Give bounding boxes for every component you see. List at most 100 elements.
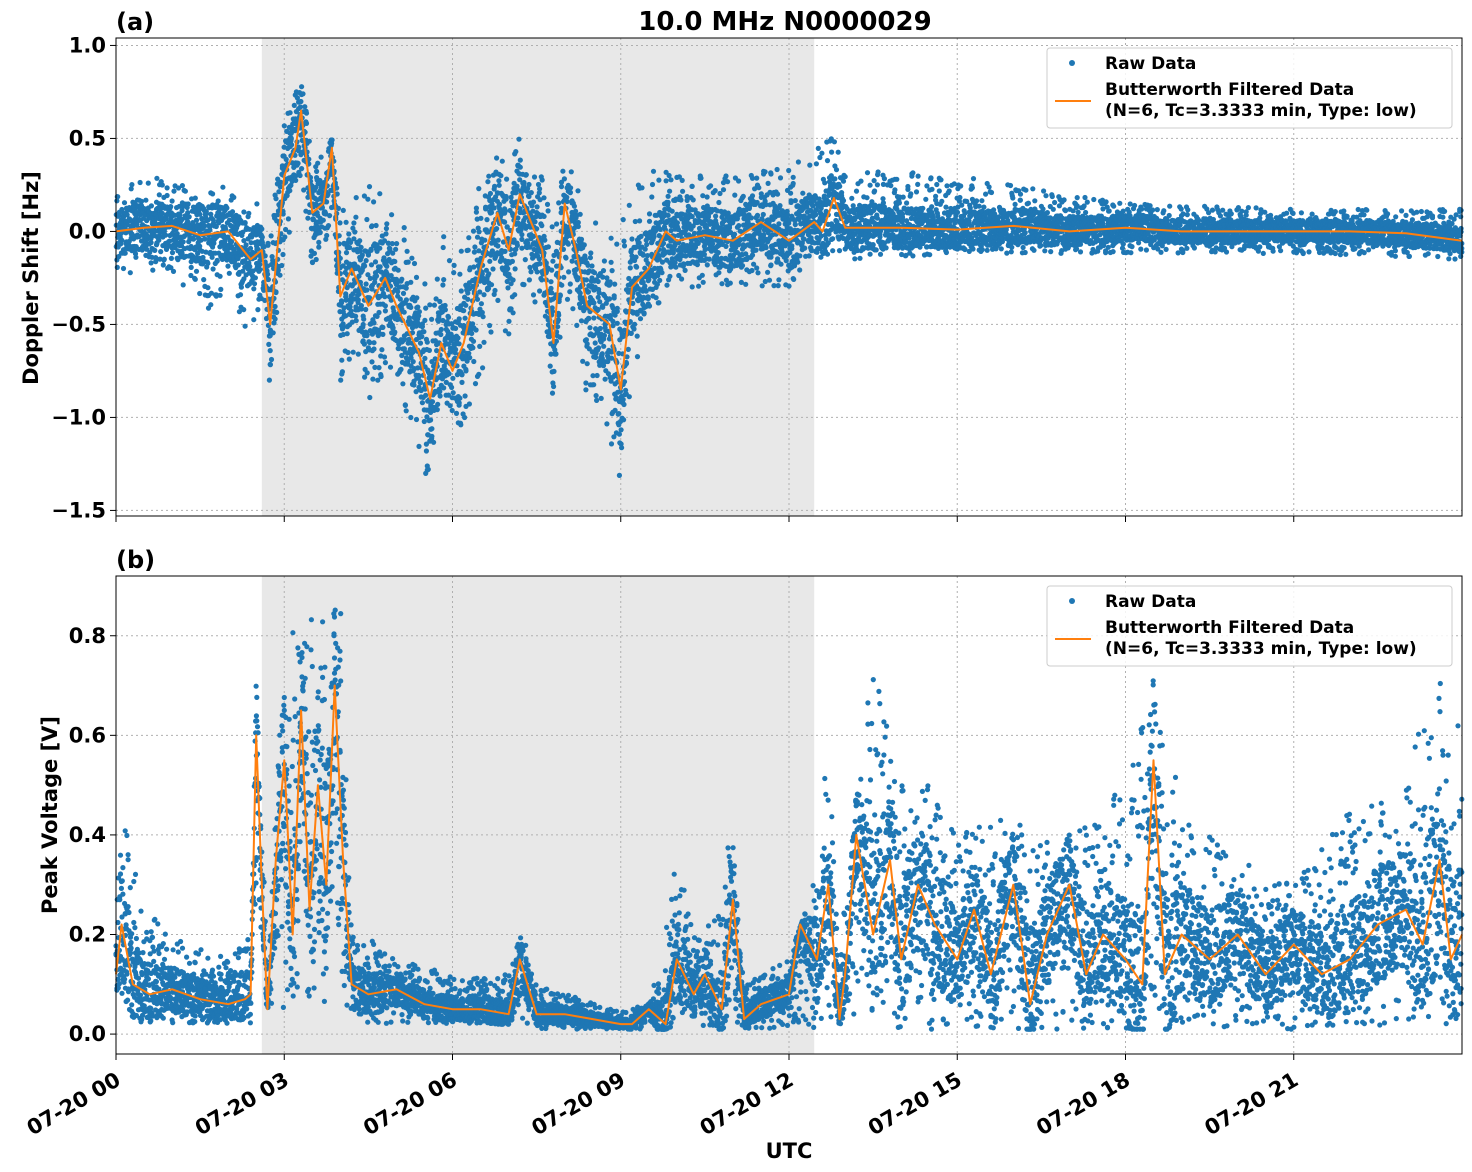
raw-point xyxy=(214,258,220,264)
raw-point xyxy=(592,340,598,346)
raw-point xyxy=(591,315,597,321)
raw-point xyxy=(371,320,377,326)
raw-point xyxy=(340,207,346,213)
raw-point xyxy=(528,190,534,196)
raw-point xyxy=(657,277,663,283)
raw-point xyxy=(669,208,675,214)
raw-point xyxy=(363,258,369,264)
raw-point xyxy=(403,297,409,303)
raw-point xyxy=(453,325,459,331)
raw-point xyxy=(754,265,760,271)
raw-point xyxy=(944,183,950,189)
raw-point xyxy=(564,296,571,302)
raw-point xyxy=(698,175,704,181)
raw-point xyxy=(351,220,357,226)
raw-point xyxy=(593,220,599,226)
raw-point xyxy=(600,268,607,274)
raw-point xyxy=(353,318,359,324)
raw-point xyxy=(573,266,580,272)
raw-point xyxy=(287,110,293,116)
raw-point xyxy=(431,439,437,445)
raw-point xyxy=(346,231,352,237)
raw-point xyxy=(502,208,508,214)
raw-point xyxy=(526,181,532,188)
raw-point xyxy=(517,157,523,163)
raw-point xyxy=(429,316,435,322)
raw-point xyxy=(819,150,825,156)
raw-point xyxy=(343,219,349,225)
raw-point xyxy=(790,180,796,187)
raw-point xyxy=(314,168,320,174)
raw-point xyxy=(357,238,363,244)
raw-point xyxy=(550,258,556,264)
raw-point xyxy=(900,194,906,200)
raw-point xyxy=(822,180,828,186)
raw-point xyxy=(877,234,883,240)
raw-point xyxy=(247,264,253,270)
raw-point xyxy=(440,282,446,288)
raw-point xyxy=(597,325,603,332)
raw-point xyxy=(602,376,608,382)
raw-point xyxy=(268,356,275,363)
raw-point xyxy=(458,248,464,254)
raw-point xyxy=(699,272,705,278)
raw-point xyxy=(696,283,702,289)
raw-point xyxy=(473,327,479,333)
raw-point xyxy=(156,192,162,198)
raw-point xyxy=(405,259,411,265)
raw-point xyxy=(528,269,534,275)
raw-point xyxy=(920,205,926,211)
raw-point xyxy=(373,273,380,279)
raw-point xyxy=(631,326,637,332)
raw-point xyxy=(570,306,576,312)
raw-point xyxy=(545,208,551,214)
raw-point xyxy=(481,339,487,345)
raw-point xyxy=(749,193,756,199)
raw-point xyxy=(437,393,443,399)
raw-point xyxy=(656,177,662,183)
raw-point xyxy=(815,145,821,151)
raw-point xyxy=(243,242,249,248)
raw-point xyxy=(517,164,523,170)
raw-point xyxy=(521,179,527,186)
raw-point xyxy=(466,350,472,356)
raw-point xyxy=(923,196,929,202)
raw-point xyxy=(427,302,433,308)
raw-point xyxy=(646,218,653,224)
raw-point xyxy=(303,110,310,116)
raw-point xyxy=(673,264,679,270)
raw-point xyxy=(813,212,819,218)
raw-point xyxy=(792,221,798,228)
raw-point xyxy=(601,258,608,264)
raw-point xyxy=(297,172,303,179)
raw-point xyxy=(574,322,580,328)
panel-label-a: (a) xyxy=(116,8,154,36)
raw-point xyxy=(578,236,585,242)
raw-point xyxy=(148,260,154,266)
raw-point xyxy=(831,139,838,145)
raw-point xyxy=(504,176,510,182)
raw-point xyxy=(587,255,594,261)
raw-point xyxy=(748,215,754,221)
raw-point xyxy=(266,341,272,347)
raw-point xyxy=(589,263,595,269)
raw-point xyxy=(790,174,796,180)
raw-point xyxy=(364,287,370,293)
raw-point xyxy=(934,181,940,188)
raw-point xyxy=(502,248,508,254)
raw-point xyxy=(636,240,642,246)
raw-point xyxy=(394,241,400,247)
raw-point xyxy=(508,194,514,200)
raw-point xyxy=(114,264,120,270)
raw-point xyxy=(567,281,573,287)
raw-point xyxy=(462,315,468,321)
raw-point xyxy=(678,197,684,203)
raw-point xyxy=(380,331,386,337)
raw-point xyxy=(339,357,345,363)
raw-point xyxy=(268,233,274,239)
raw-point xyxy=(759,283,765,289)
raw-point xyxy=(577,290,583,296)
raw-point xyxy=(419,400,425,406)
raw-point xyxy=(417,379,424,385)
raw-point xyxy=(401,309,407,315)
